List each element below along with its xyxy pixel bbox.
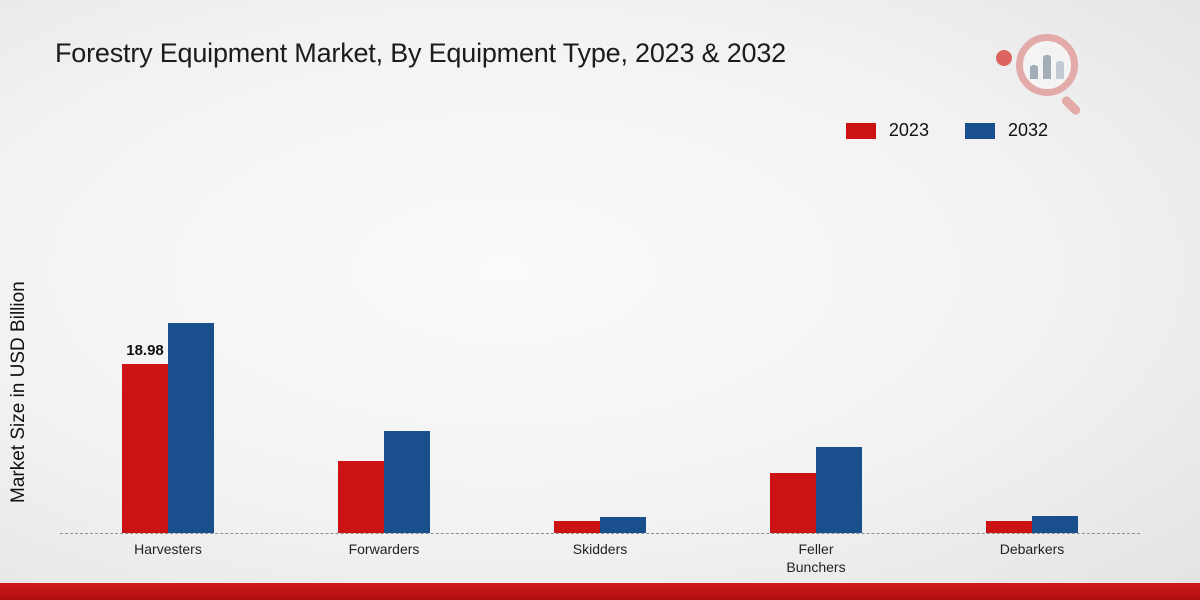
bar-group-harvesters: 18.98 Harvesters [122,323,214,557]
category-label-debarkers: Debarkers [999,541,1065,557]
bar-group-skidders: Skidders [554,517,646,557]
legend-swatch-2023 [845,122,876,139]
bar-2023-debarkers [986,521,1032,533]
data-label-2023-harvesters: 18.98 [126,342,164,359]
bar-2032-forwarders [384,431,430,533]
chart-area: 18.98 Harvesters Forwarders Skidders Feller … [60,253,1140,575]
category-label-harvesters: Harvesters [134,541,202,557]
bar-2023-skidders [554,521,600,533]
magnifier-handle-icon [1060,94,1082,117]
logo-dot-icon [996,50,1012,66]
y-axis-label: Market Size in USD Billion [8,281,29,503]
bar-2023-feller-bunchers [770,473,816,533]
chart-title: Forestry Equipment Market, By Equipment … [55,38,786,68]
legend-label-2032: 2032 [1007,120,1048,140]
legend-swatch-2032 [964,122,995,139]
bar-group-forwarders: Forwarders [338,431,430,557]
brand-logo [996,34,1084,117]
category-label-forwarders: Forwarders [348,541,420,557]
legend-item-2023: 2023 [845,120,929,141]
category-label-feller-bunchers: Feller Bunchers [786,541,846,575]
legend-label-2023: 2023 [888,120,929,140]
magnifier-chart-icon [1016,34,1078,96]
legend: 2023 2032 [845,120,1048,141]
bar-2032-skidders [600,517,646,533]
bar-group-debarkers: Debarkers [986,516,1078,557]
category-label-skidders: Skidders [572,541,628,557]
bar-2023-forwarders [338,461,384,533]
bar-2023-harvesters: 18.98 [122,342,168,533]
bar-2032-harvesters [168,323,214,533]
footer-accent-bar [0,583,1200,600]
legend-item-2032: 2032 [964,120,1048,141]
bar-2032-debarkers [1032,516,1078,533]
bar-2032-feller-bunchers [816,447,862,533]
bar-group-feller-bunchers: Feller Bunchers [770,447,862,575]
